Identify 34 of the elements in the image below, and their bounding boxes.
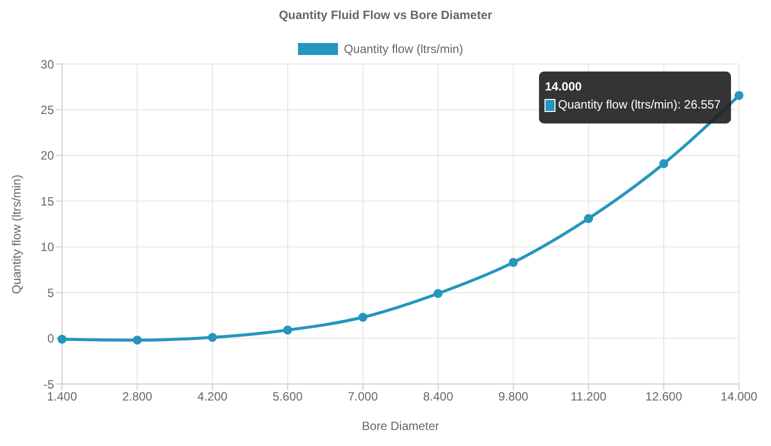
x-tick-label: 12.600 (645, 390, 682, 404)
point (208, 332, 217, 342)
y-tick-label: 0 (47, 332, 54, 346)
x-tick-label: 11.200 (570, 390, 607, 404)
point (734, 90, 744, 100)
y-tick-label: 10 (40, 240, 54, 254)
x-tick-label: 9.800 (498, 390, 529, 404)
x-tick-label: 8.400 (423, 390, 454, 404)
y-tick-label: 15 (40, 194, 54, 208)
point (584, 214, 594, 224)
annotation: 14.000 (545, 79, 582, 94)
x-tick-label: 1.400 (46, 390, 78, 404)
point (434, 288, 443, 298)
y-tick-label: 30 (40, 57, 54, 72)
y-axis-title: Quantity flow (ltrs/min) (9, 174, 24, 294)
point (132, 336, 142, 345)
x-tick-label: 7.000 (348, 390, 378, 404)
y-tick-label: 5 (47, 286, 54, 300)
y-tick-label: 25 (40, 102, 54, 117)
point (659, 159, 668, 168)
x-tick-label: 2.800 (122, 390, 153, 404)
point (358, 312, 368, 322)
annotation: Quantity flow (ltrs/min): 26.557 (558, 97, 722, 112)
point (283, 326, 292, 335)
x-tick-label: 14.000 (720, 390, 758, 404)
point (508, 258, 518, 267)
y-tick-label: 20 (40, 148, 54, 163)
chart-title: Quantity Fluid Flow vs Bore Diameter (278, 8, 494, 24)
legend-label: Quantity flow (ltrs/min) (344, 42, 464, 56)
x-tick-label: 5.600 (272, 390, 304, 404)
x-tick-label: 4.200 (197, 390, 228, 404)
point (58, 334, 66, 344)
y-tick-label: -5 (43, 377, 54, 392)
x-axis-title: Bore Diameter (362, 419, 440, 433)
